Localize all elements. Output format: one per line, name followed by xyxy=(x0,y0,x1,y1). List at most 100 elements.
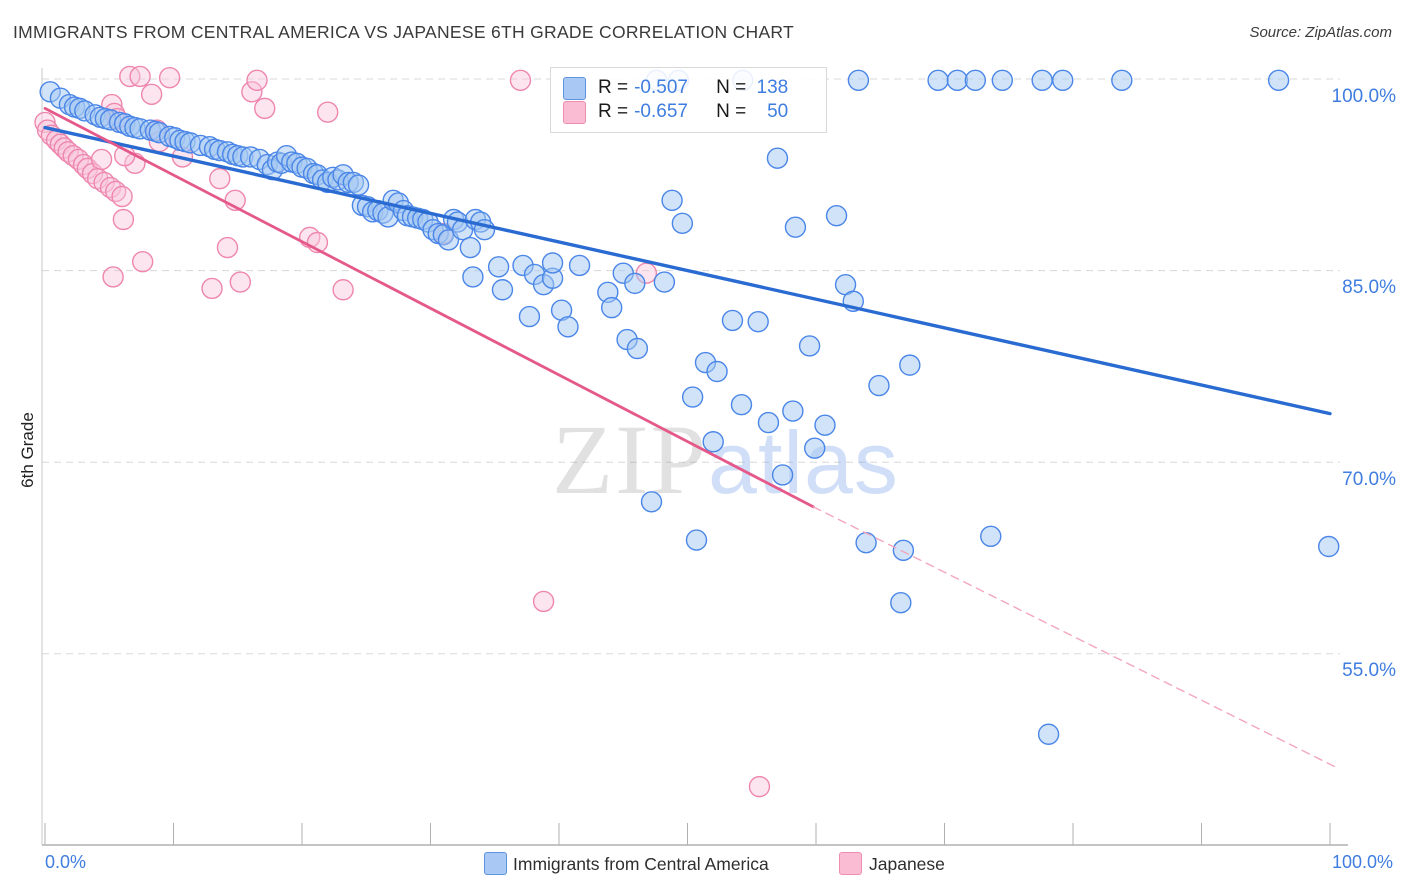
scatter-point-central-america xyxy=(1037,723,1060,745)
y-tick-label-100: 100.0% xyxy=(1331,86,1396,107)
n-value-blue: 138 xyxy=(756,77,789,98)
scatter-point-central-america xyxy=(600,296,623,319)
scatter-point-central-america xyxy=(782,400,804,422)
scatter-point-central-america xyxy=(868,374,890,397)
legend-row-pink: R = -0.657 N = 50 xyxy=(563,100,814,124)
scatter-point-central-america xyxy=(681,386,704,408)
scatter-point-central-america xyxy=(899,354,921,376)
scatter-point-central-america xyxy=(825,204,848,227)
y-tick-label-85: 85.0% xyxy=(1342,277,1396,298)
n-value-pink: 50 xyxy=(767,101,789,122)
n-label: N = xyxy=(716,77,747,98)
scatter-point-japanese xyxy=(90,148,113,171)
scatter-point-central-america xyxy=(1318,535,1340,558)
scatter-point-central-america xyxy=(964,69,987,91)
y-tick-label-70: 70.0% xyxy=(1342,469,1396,490)
scatter-point-japanese xyxy=(53,137,75,159)
series-legend: Immigrants from Central America Japanese xyxy=(0,851,1406,877)
legend-row-blue: R = -0.507 N = 138 xyxy=(563,76,814,100)
scatter-point-central-america xyxy=(1052,69,1074,91)
scatter-point-central-america xyxy=(518,305,541,328)
x-tick-label-100: 100.0% xyxy=(1331,852,1393,872)
scatter-point-central-america xyxy=(804,437,826,459)
scatter-point-central-america xyxy=(927,69,949,91)
scatter-point-central-america xyxy=(991,69,1014,91)
scatter-point-central-america xyxy=(487,256,510,278)
scatter-point-japanese xyxy=(209,167,231,190)
scatter-point-central-america xyxy=(771,464,794,486)
trend-line-japanese-extrapolated xyxy=(812,506,1340,770)
r-value-pink: -0.657 xyxy=(634,101,688,122)
scatter-point-japanese xyxy=(509,69,532,91)
r-label: R = xyxy=(598,77,629,98)
scatter-point-japanese xyxy=(254,97,276,120)
scatter-point-japanese xyxy=(532,590,555,613)
scatter-point-central-america xyxy=(980,525,1002,547)
correlation-legend: R = -0.507 N = 138 R = -0.657 N = 50 xyxy=(550,67,827,133)
blue-series-label: Immigrants from Central America xyxy=(513,854,769,874)
scatter-point-central-america xyxy=(624,272,646,295)
scatter-point-japanese xyxy=(332,279,354,301)
page-title: IMMIGRANTS FROM CENTRAL AMERICA VS JAPAN… xyxy=(13,22,795,42)
scatter-point-central-america xyxy=(766,147,789,169)
scatter-point-japanese xyxy=(201,277,223,300)
scatter-point-central-america xyxy=(1111,69,1133,91)
scatter-point-central-america xyxy=(491,279,514,301)
scatter-point-japanese xyxy=(131,250,154,273)
scatter-point-central-america xyxy=(661,189,683,212)
trend-line-central-america xyxy=(43,125,1332,416)
y-axis-title: 6th Grade xyxy=(18,412,37,488)
scatter-point-japanese xyxy=(246,69,268,91)
scatter-point-central-america xyxy=(706,360,728,383)
scatter-point-japanese xyxy=(748,775,771,798)
trend-line-japanese xyxy=(43,106,815,509)
scatter-point-japanese xyxy=(112,208,135,231)
scatter-point-central-america xyxy=(640,491,663,513)
scatter-point-central-america xyxy=(462,266,484,288)
scatter-point-central-america xyxy=(892,539,915,562)
scatter-point-japanese xyxy=(111,185,133,208)
blue-series-swatch xyxy=(484,852,507,875)
scatter-point-japanese xyxy=(229,271,252,293)
scatter-point-central-america xyxy=(730,394,753,416)
scatter-point-central-america xyxy=(747,310,769,333)
scatter-point-central-america xyxy=(653,271,676,293)
scatter-point-central-america xyxy=(814,414,836,436)
source-credit: Source: ZipAtlas.com xyxy=(1249,24,1392,41)
n-label: N = xyxy=(716,101,747,122)
scatter-point-central-america xyxy=(568,254,591,277)
scatter-point-central-america xyxy=(557,316,579,338)
scatter-point-central-america xyxy=(347,174,370,196)
scatter-point-japanese xyxy=(241,81,263,103)
y-tick-label-55: 55.0% xyxy=(1342,660,1396,681)
scatter-point-central-america xyxy=(946,69,969,91)
r-label: R = xyxy=(598,101,629,122)
scatter-point-japanese xyxy=(140,83,163,106)
scatter-point-japanese xyxy=(102,266,124,288)
r-value-blue: -0.507 xyxy=(634,77,688,98)
scatter-point-central-america xyxy=(757,411,780,434)
scatter-point-central-america xyxy=(685,529,708,551)
pink-series-swatch xyxy=(563,100,586,124)
scatter-point-central-america xyxy=(1031,69,1053,91)
scatter-point-central-america xyxy=(798,335,821,357)
scatter-point-central-america xyxy=(671,212,694,235)
scatter-point-central-america xyxy=(1267,69,1290,91)
scatter-point-central-america xyxy=(721,309,744,332)
scatter-point-central-america xyxy=(847,69,870,91)
scatter-point-central-america xyxy=(626,337,649,360)
blue-series-swatch xyxy=(563,76,586,100)
x-tick-label-0: 0.0% xyxy=(45,852,87,872)
scatter-point-central-america xyxy=(855,531,877,554)
scatter-point-central-america xyxy=(702,431,724,453)
scatter-point-central-america xyxy=(890,591,912,614)
pink-series-label: Japanese xyxy=(869,854,945,874)
scatter-point-japanese xyxy=(317,101,339,123)
pink-series-swatch xyxy=(839,852,862,875)
scatter-point-central-america xyxy=(541,252,564,274)
scatter-point-japanese xyxy=(129,65,151,88)
scatter-point-japanese xyxy=(158,67,181,89)
scatter-point-central-america xyxy=(784,216,807,238)
